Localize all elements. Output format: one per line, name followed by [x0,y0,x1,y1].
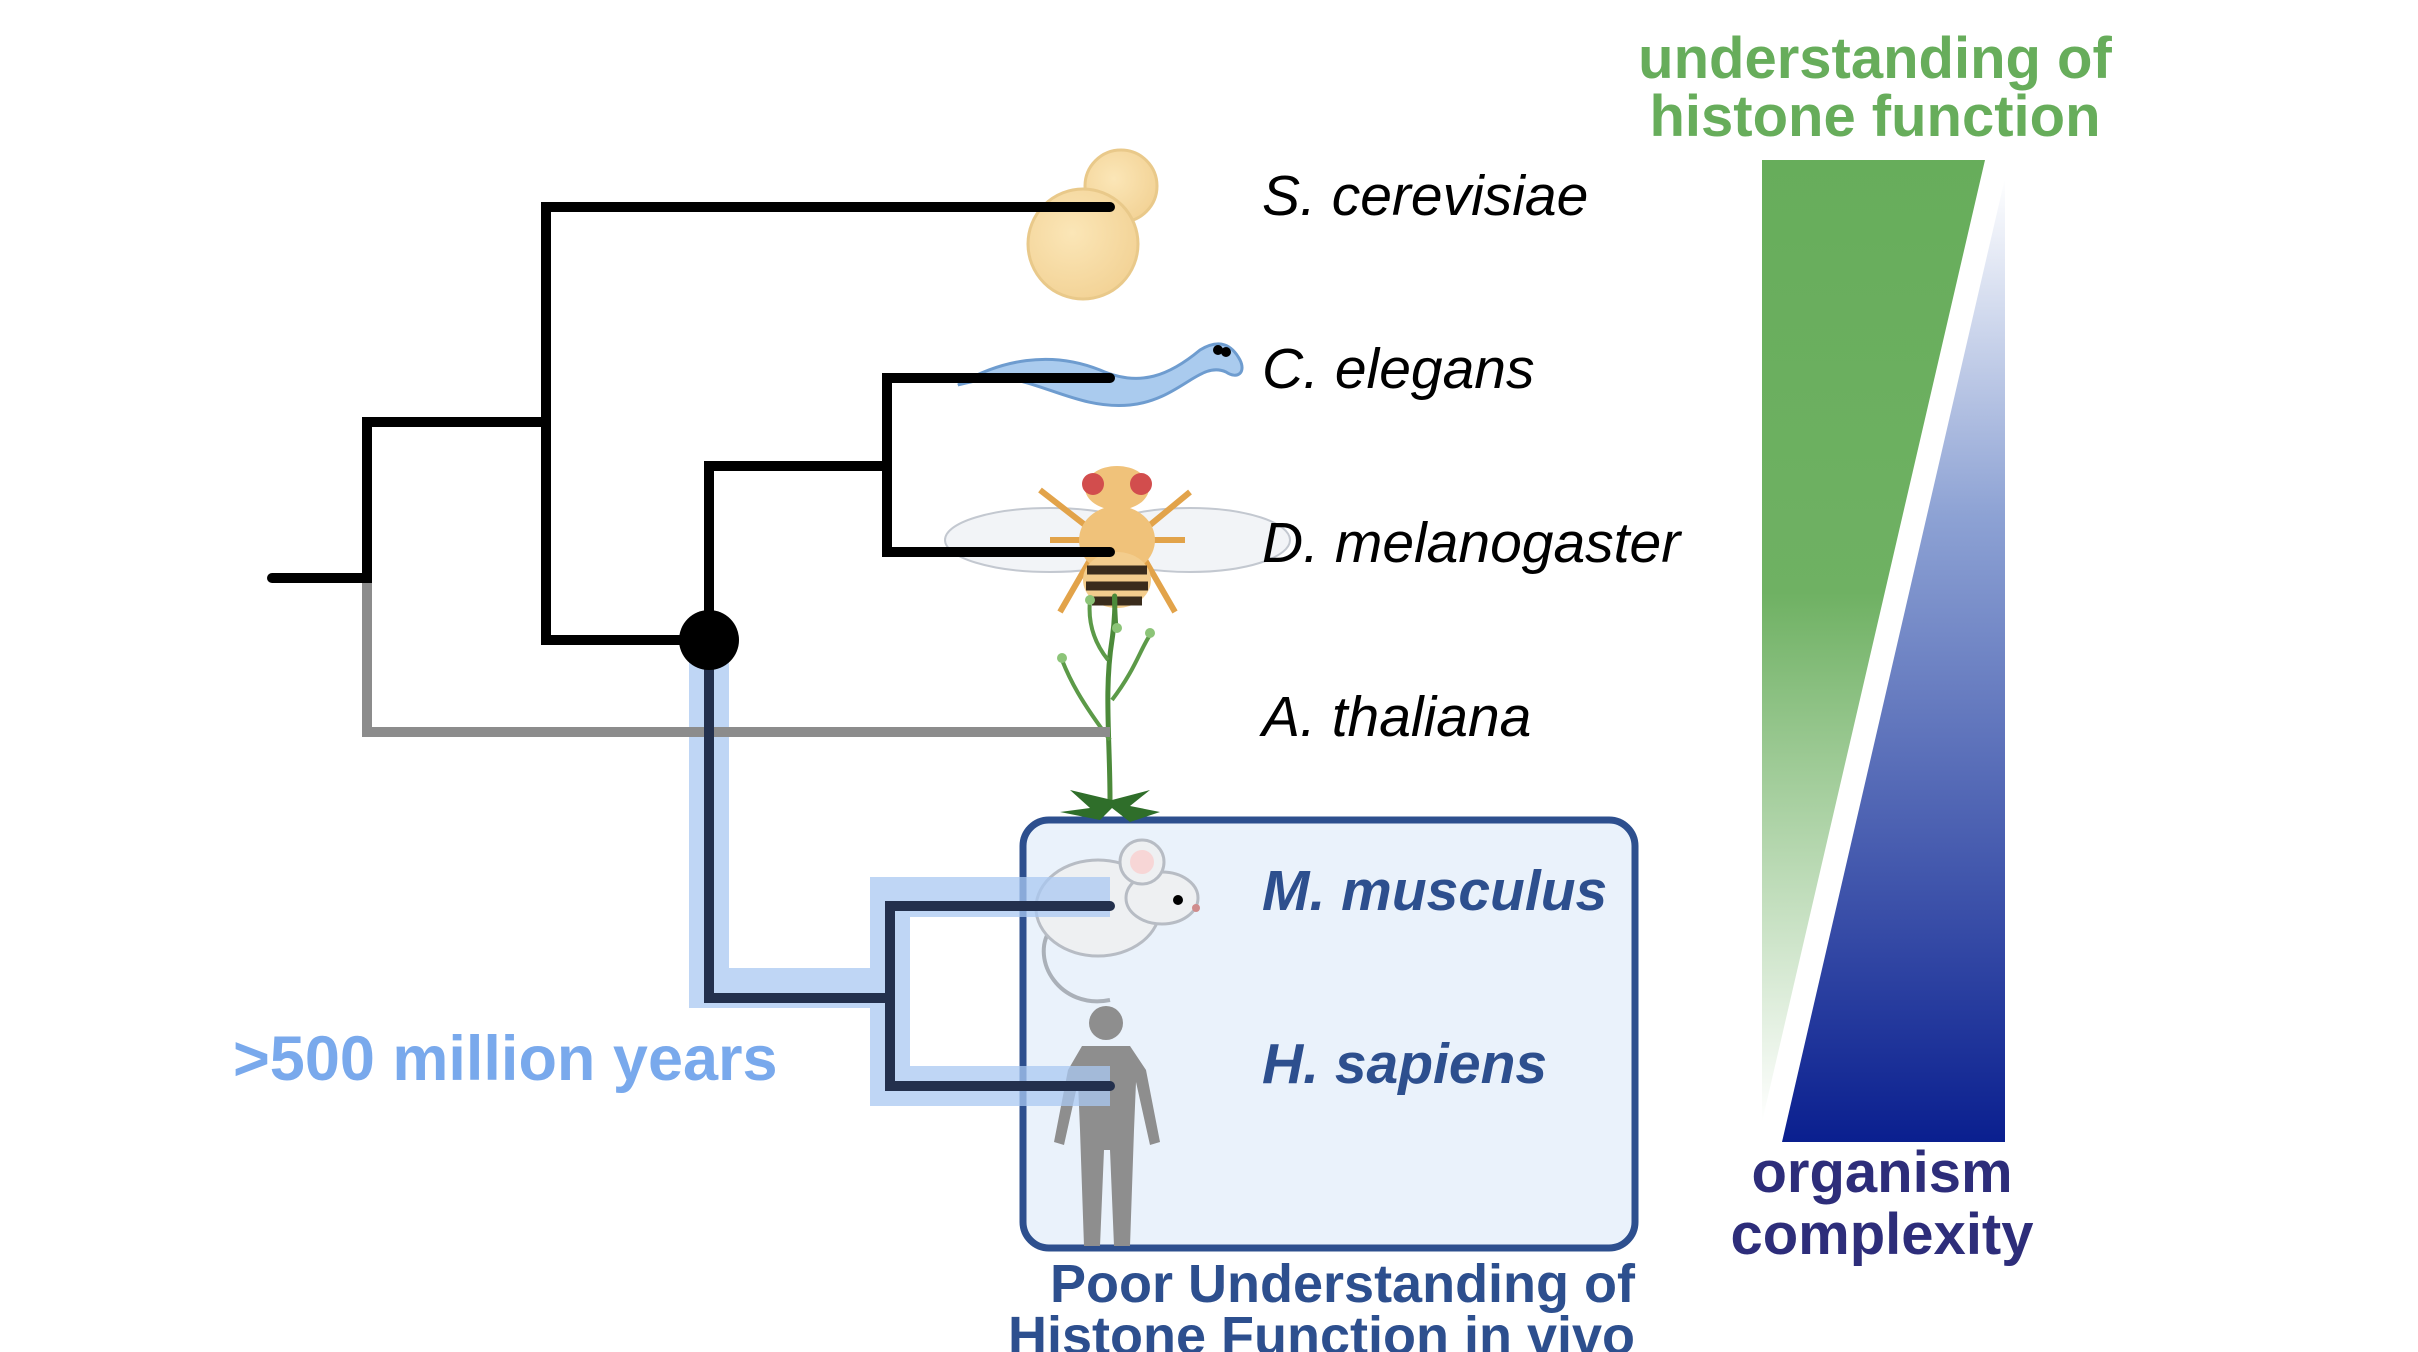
understanding-label-line-2: histone function [1649,84,2100,149]
divergence-node [679,610,739,670]
species-label-a-thaliana: A. thaliana [1259,685,1531,749]
phylogenetic-tree [267,202,1115,645]
species-label-m-musculus: M. musculus [1262,859,1607,923]
box-caption-line-2: Histone Function in vivo [1008,1306,1635,1352]
understanding-label-line-1: understanding of [1638,26,2112,91]
plant-branch [362,578,1110,737]
species-label-c-elegans: C. elegans [1262,337,1535,401]
species-label-h-sapiens: H. sapiens [1262,1032,1547,1096]
box-caption-line-1: Poor Understanding of [1050,1254,1636,1314]
complexity-wedge [1782,178,2005,1142]
species-label-d-melanogaster: D. melanogaster [1262,511,1682,575]
understanding-wedge [1762,160,1985,1122]
fly-icon [944,466,1291,614]
complexity-label-line-2: complexity [1731,1202,2034,1267]
poor-understanding-box [1019,816,1639,1252]
yeast-icon [1026,148,1159,301]
divergence-time-label: >500 million years [233,1024,778,1094]
plant-icon [1057,593,1160,822]
complexity-label-line-1: organism [1751,1140,2012,1205]
species-label-s-cerevisiae: S. cerevisiae [1262,164,1588,228]
mammal-branches [704,635,1115,1091]
